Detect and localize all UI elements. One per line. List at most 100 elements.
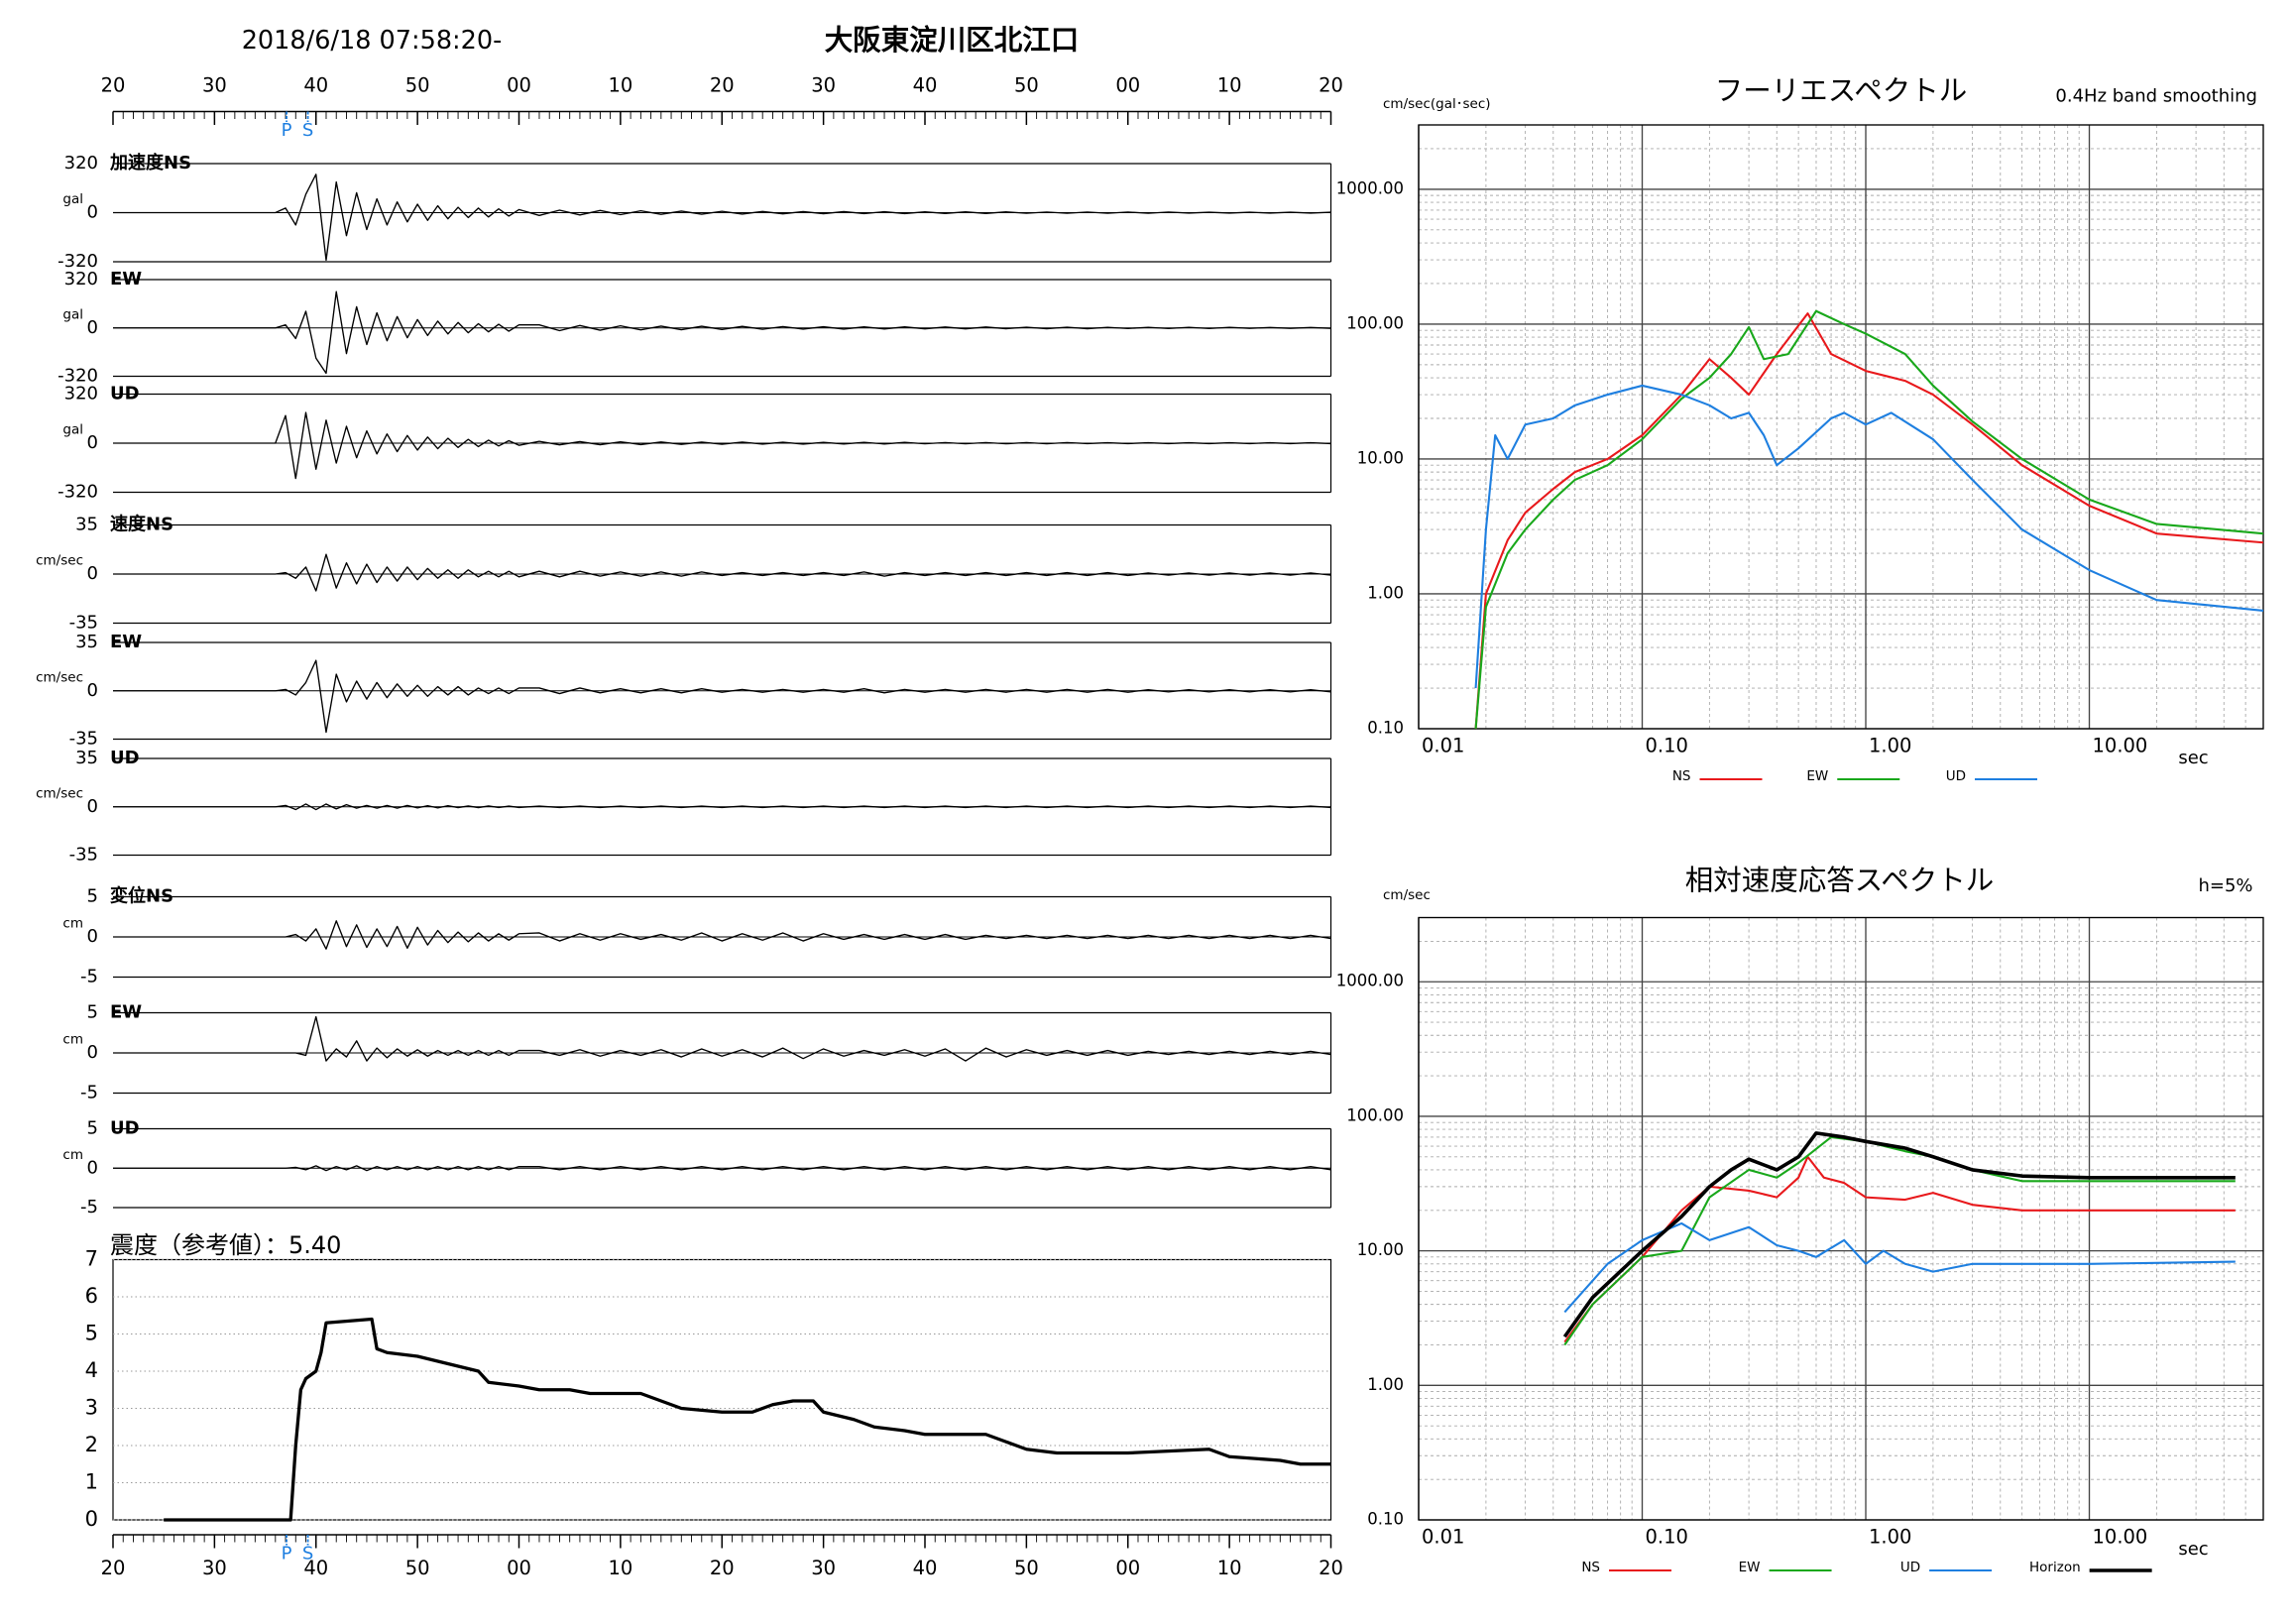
y-tick-label: -5 (80, 1197, 98, 1217)
x-tick-label: 50 (405, 74, 430, 97)
x-tick-label: 40 (303, 74, 328, 97)
y-tick-label: 320 (64, 269, 98, 290)
waveform (113, 920, 1331, 950)
y-tick-label: -35 (69, 729, 98, 750)
unit-label: cm (62, 1147, 83, 1163)
waveform (113, 659, 1331, 734)
y-tick-label: 4 (85, 1358, 98, 1382)
panel-label: 変位NS (110, 885, 173, 907)
y-tick-label: 320 (64, 153, 98, 174)
legend-label: Horizon (2029, 1560, 2081, 1575)
spectrum-line (1474, 309, 2264, 730)
x-tick-label: 10 (608, 1557, 632, 1579)
unit-label: cm (62, 1032, 83, 1048)
y-tick-label: 0 (87, 202, 98, 223)
phase-label: P (282, 120, 292, 141)
legend-label: EW (1739, 1560, 1761, 1575)
waveform (113, 411, 1331, 480)
response-title: 相対速度応答スペクトル (1685, 865, 1995, 897)
x-tick-label: 50 (405, 1557, 430, 1579)
y-tick-label: -5 (80, 967, 98, 987)
x-tick-label: 0.01 (1422, 1526, 1464, 1549)
intensity-title: 震度（参考値）：5.40 (110, 1231, 341, 1259)
spectrum-line (1474, 384, 2264, 689)
phase-label: P (282, 1544, 292, 1565)
y-tick-label: 1.00 (1367, 583, 1404, 602)
x-tick-label: 10.00 (2093, 735, 2148, 757)
x-tick-label: 30 (811, 74, 836, 97)
y-tick-label: -320 (57, 482, 98, 503)
x-tick-label: 20 (1319, 74, 1343, 97)
y-tick-label: 0 (87, 926, 98, 947)
y-tick-label: -35 (69, 845, 98, 866)
y-tick-label: 0 (87, 317, 98, 338)
x-tick-label: 10 (608, 74, 632, 97)
unit-label: cm/sec (36, 785, 83, 801)
waveform (113, 1015, 1331, 1062)
panel-label: EW (110, 269, 142, 290)
phase-label: S (302, 120, 313, 141)
phase-label: S (302, 1544, 313, 1565)
y-tick-label: 1000.00 (1336, 178, 1404, 197)
legend-label: UD (1900, 1560, 1920, 1575)
y-tick-label: 100.00 (1346, 1105, 1404, 1124)
y-tick-label: 7 (85, 1247, 98, 1271)
y-tick-label: 0 (87, 1157, 98, 1178)
x-tick-label: 0.10 (1646, 735, 1688, 757)
panel-label: EW (110, 632, 142, 652)
x-tick-label: 10 (1217, 1557, 1242, 1579)
y-tick-label: 35 (75, 632, 98, 652)
y-tick-label: 10.00 (1357, 1240, 1404, 1259)
legend-label: NS (1672, 768, 1691, 784)
plot-frame (1418, 124, 2264, 730)
panel-label: UD (110, 1118, 140, 1139)
x-tick-label: 20 (710, 74, 735, 97)
x-tick-label: 1.00 (1869, 735, 1911, 757)
spectrum-line (1563, 1221, 2236, 1314)
unit-label: gal (62, 191, 83, 207)
panel-label: 速度NS (110, 514, 173, 535)
unit-label: cm/sec (36, 553, 83, 569)
y-tick-label: 0 (87, 796, 98, 817)
fourier-subtitle: 0.4Hz band smoothing (2055, 86, 2257, 107)
y-tick-label: 0 (87, 563, 98, 584)
x-tick-label: 20 (101, 1557, 126, 1579)
unit-label: cm (62, 916, 83, 932)
y-tick-label: 5 (87, 1118, 98, 1139)
spectrum-line (1562, 1131, 2236, 1338)
y-tick-label: 1 (85, 1470, 98, 1494)
spectrum-line (1563, 1155, 2236, 1343)
x-tick-label: 20 (710, 1557, 735, 1579)
y-tick-label: 6 (85, 1284, 98, 1308)
y-tick-label: 0 (87, 1042, 98, 1063)
waveform (113, 1165, 1331, 1172)
record-time: 2018/6/18 07:58:20- (242, 26, 503, 56)
y-tick-label: 35 (75, 748, 98, 768)
x-tick-label: 00 (507, 1557, 531, 1579)
legend-label: EW (1806, 768, 1828, 784)
panel-label: UD (110, 748, 140, 768)
unit-label: gal (62, 422, 83, 438)
panel-label: 加速度NS (109, 152, 191, 174)
y-tick-label: -5 (80, 1083, 98, 1103)
x-tick-label: 40 (303, 1557, 328, 1579)
y-tick-label: 35 (75, 515, 98, 535)
x-tick-label: 0.01 (1422, 735, 1464, 757)
x-tick-label: 00 (507, 74, 531, 97)
y-tick-label: -320 (57, 366, 98, 387)
y-tick-label: 5 (85, 1322, 98, 1345)
panel-label: UD (110, 384, 140, 405)
y-tick-label: 0.10 (1367, 1510, 1404, 1529)
y-tick-label: 0 (85, 1507, 98, 1531)
y-tick-label: 0.10 (1367, 719, 1404, 738)
legend-label: UD (1946, 768, 1966, 784)
legend-label: NS (1581, 1560, 1600, 1575)
x-tick-label: 30 (811, 1557, 836, 1579)
y-tick-label: 320 (64, 384, 98, 405)
response-subtitle: h=5% (2198, 875, 2252, 896)
x-tick-label: 10.00 (2093, 1526, 2148, 1549)
plot-frame (1418, 916, 2264, 1521)
x-tick-label: 00 (1115, 74, 1140, 97)
x-tick-label: 40 (913, 74, 938, 97)
